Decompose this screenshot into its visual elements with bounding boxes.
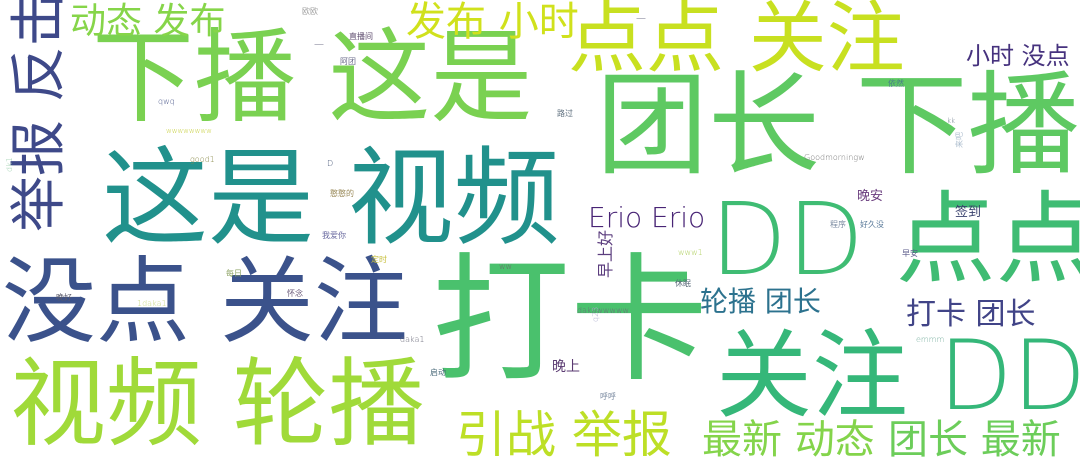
- word: 晚上: [552, 359, 580, 375]
- word: 打卡 团长: [906, 297, 1036, 332]
- word: 早安: [902, 249, 918, 258]
- word: 视频 轮播: [10, 348, 425, 460]
- word: Goodmorningw: [804, 153, 865, 162]
- word: wwwwwwww: [166, 127, 212, 135]
- word: 轮播 团长: [700, 285, 821, 318]
- word: 1daka1: [137, 299, 167, 308]
- word: —: [636, 13, 646, 24]
- word: 最新 动态: [702, 417, 875, 463]
- word: good1: [190, 155, 215, 164]
- word: 路过: [557, 109, 573, 118]
- word: 团长 下播: [596, 61, 1080, 191]
- word: 小时 没点: [966, 42, 1070, 70]
- word: 启动: [430, 368, 446, 377]
- word: 这是 视频: [102, 137, 560, 260]
- word: 依然: [888, 79, 904, 88]
- word: 定时: [371, 255, 387, 264]
- word: qwq: [158, 97, 175, 106]
- word-vertical: 早上好: [596, 229, 615, 278]
- word: 休眠: [675, 279, 691, 288]
- word: kk: [947, 117, 956, 125]
- word: 怀念: [287, 289, 303, 298]
- word-vertical: dk1: [5, 157, 14, 172]
- word-vertical: 来吧: [955, 132, 964, 148]
- word: dakawwwww: [577, 306, 630, 315]
- word: 打卡: [432, 240, 709, 401]
- word-vertical: q23: [591, 306, 600, 322]
- word: ww: [499, 262, 513, 271]
- word: 下播 这是: [92, 19, 533, 138]
- word: 好久没: [860, 220, 884, 229]
- word: D: [327, 159, 334, 168]
- word: 发布 小时: [406, 0, 579, 45]
- word: 欧欧: [302, 7, 318, 16]
- word: www1: [678, 248, 703, 257]
- word: 直播间: [349, 32, 373, 41]
- word: daka1: [400, 335, 425, 344]
- word: 团长 最新: [888, 417, 1061, 463]
- word: DD 点点: [710, 181, 1080, 298]
- word: 引战 举报: [456, 406, 672, 463]
- word: 关注 DD: [716, 320, 1080, 432]
- word: 晚好: [56, 293, 72, 302]
- word: 晚安: [857, 189, 884, 204]
- word: —: [314, 39, 324, 50]
- word-vertical: 举报 反击: [7, 0, 72, 232]
- word: emmm: [916, 335, 945, 344]
- word: 我爱你: [322, 231, 346, 240]
- word: 憨憨的: [330, 189, 354, 198]
- word: 程序: [830, 220, 846, 229]
- word: 每日: [226, 269, 242, 278]
- word: 呼呼: [600, 392, 616, 401]
- word: 动态 发布: [70, 1, 226, 42]
- word: 没点 关注: [2, 248, 408, 357]
- word: 签到: [955, 205, 982, 220]
- word: 点点 关注: [568, 0, 905, 84]
- word: Erio Erio: [588, 201, 706, 234]
- word: 阿团: [340, 57, 356, 66]
